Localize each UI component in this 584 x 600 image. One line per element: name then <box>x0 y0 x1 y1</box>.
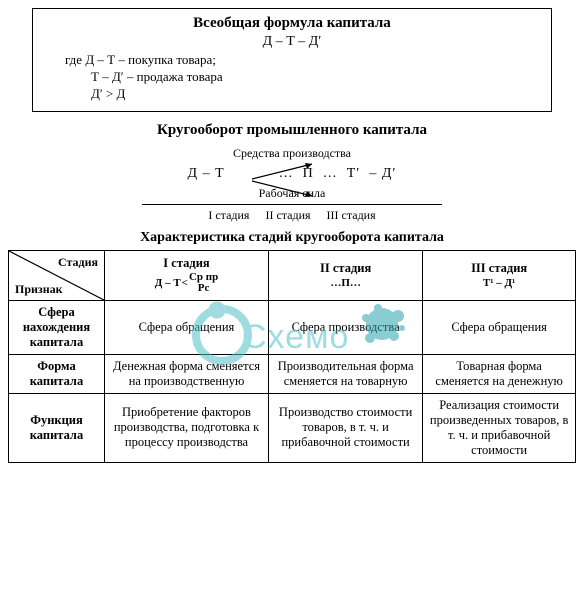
stage-2: II стадия <box>265 207 310 224</box>
col-header-1: I стадия Д – Т < Ср пр Рс <box>105 250 269 300</box>
formula-title: Всеобщая формула капитала <box>47 15 537 32</box>
diagram-stages: I стадия II стадия III стадия <box>142 204 442 224</box>
col3-sub: Т¹ – Д¹ <box>483 277 516 290</box>
row1-cell3: Сфера обращения <box>423 300 576 354</box>
circuit-diagram: Средства производства Д – Т … П … Т′ – Д… <box>8 145 576 224</box>
formula-main: Д – Т – Д′ <box>47 34 537 50</box>
diagram-formula: Д – Т … П … Т′ – Д′ <box>8 164 576 184</box>
table-row: Сфера нахождения капитала Сфера обращени… <box>9 300 576 354</box>
diag-bottom-label: Признак <box>15 282 63 296</box>
col-header-3: III стадия Т¹ – Д¹ <box>423 250 576 300</box>
row1-label: Сфера нахождения капитала <box>9 300 105 354</box>
stage-1: I стадия <box>208 207 249 224</box>
col1-split-bottom: Рс <box>189 283 218 294</box>
header-diagonal: Стадия Признак <box>9 250 105 300</box>
row3-cell3: Реализация стоимости произведенных товар… <box>423 393 576 462</box>
circuit-title: Кругооборот промышленного капитала <box>8 122 576 139</box>
diag-top-label: Стадия <box>58 255 98 269</box>
row3-label: Функция капитала <box>9 393 105 462</box>
formula-box: Всеобщая формула капитала Д – Т – Д′ где… <box>32 8 552 112</box>
col-header-2: II стадия …П… <box>268 250 422 300</box>
table-row: Функция капитала Приобретение факторов п… <box>9 393 576 462</box>
table-row: Форма капитала Денежная форма сменяется … <box>9 354 576 393</box>
row3-cell1: Приобретение факторов производства, подг… <box>105 393 269 462</box>
characteristics-table: Стадия Признак I стадия Д – Т < Ср пр Рс <box>8 250 576 463</box>
col1-title: I стадия <box>163 256 209 271</box>
row2-label: Форма капитала <box>9 354 105 393</box>
col2-title: II стадия <box>320 261 371 276</box>
col2-sub: …П… <box>330 277 361 290</box>
col3-title: III стадия <box>471 261 527 276</box>
diagram-bottom-label: Рабочая сила <box>8 185 576 202</box>
formula-line-3: Д′ > Д <box>47 86 537 102</box>
formula-line-1: где Д – Т – покупка товара; <box>47 52 537 68</box>
row1-cell1: Сфера обращения <box>105 300 269 354</box>
col1-sub: Д – Т <box>155 277 181 290</box>
diagram-top-label: Средства производства <box>8 145 576 162</box>
characteristics-title: Характеристика стадий кругооборота капит… <box>8 230 576 246</box>
stage-3: III стадия <box>327 207 376 224</box>
angle-icon: < <box>182 277 188 290</box>
row1-cell2: Сфера производства <box>268 300 422 354</box>
row2-cell3: Товарная форма сменяется на денежную <box>423 354 576 393</box>
formula-line-2: Т – Д′ – продажа товара <box>47 69 537 85</box>
row3-cell2: Производство стоимости товаров, в т. ч. … <box>268 393 422 462</box>
table-header-row: Стадия Признак I стадия Д – Т < Ср пр Рс <box>9 250 576 300</box>
row2-cell1: Денежная форма сменяется на производстве… <box>105 354 269 393</box>
row2-cell2: Производительная форма сменяется на това… <box>268 354 422 393</box>
